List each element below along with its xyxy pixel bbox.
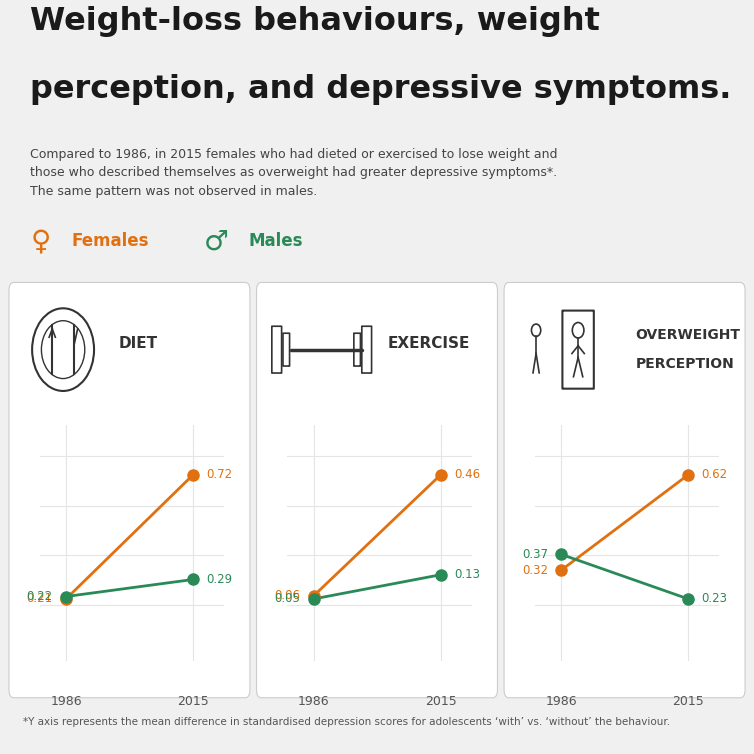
Text: PERCEPTION: PERCEPTION [636, 357, 734, 372]
Text: 0.72: 0.72 [207, 468, 232, 481]
Text: DIET: DIET [118, 336, 158, 351]
Text: 0.06: 0.06 [274, 590, 300, 602]
FancyBboxPatch shape [562, 311, 594, 388]
Text: 0.23: 0.23 [701, 593, 728, 605]
Text: 0.13: 0.13 [454, 569, 480, 581]
FancyBboxPatch shape [9, 283, 250, 697]
FancyBboxPatch shape [354, 333, 360, 366]
Text: Compared to 1986, in 2015 females who had dieted or exercised to lose weight and: Compared to 1986, in 2015 females who ha… [30, 148, 558, 198]
Text: Weight-loss behaviours, weight: Weight-loss behaviours, weight [30, 6, 600, 38]
Text: 2015: 2015 [425, 695, 457, 708]
Text: perception, and depressive symptoms.: perception, and depressive symptoms. [30, 74, 731, 105]
Text: 2015: 2015 [177, 695, 209, 708]
Text: 0.21: 0.21 [26, 593, 53, 605]
Text: EXERCISE: EXERCISE [388, 336, 470, 351]
Text: 0.29: 0.29 [207, 573, 232, 586]
Text: *Y axis represents the mean difference in standardised depression scores for ado: *Y axis represents the mean difference i… [23, 717, 670, 728]
Text: Males: Males [249, 232, 303, 250]
Text: ♀: ♀ [30, 227, 51, 256]
Text: 0.32: 0.32 [522, 564, 548, 577]
Text: 2015: 2015 [673, 695, 704, 708]
FancyBboxPatch shape [283, 333, 290, 366]
Text: OVERWEIGHT: OVERWEIGHT [636, 328, 740, 342]
Text: 0.37: 0.37 [522, 548, 548, 561]
Text: ♂: ♂ [204, 227, 228, 256]
Text: 0.62: 0.62 [701, 468, 728, 481]
FancyBboxPatch shape [272, 326, 281, 373]
Text: 1986: 1986 [298, 695, 329, 708]
Text: 0.46: 0.46 [454, 468, 480, 481]
Text: 0.05: 0.05 [274, 593, 300, 605]
Text: 0.22: 0.22 [26, 590, 53, 603]
FancyBboxPatch shape [504, 283, 745, 697]
FancyBboxPatch shape [362, 326, 372, 373]
FancyBboxPatch shape [256, 283, 498, 697]
Text: 1986: 1986 [545, 695, 577, 708]
Text: 1986: 1986 [51, 695, 81, 708]
Text: Females: Females [72, 232, 149, 250]
